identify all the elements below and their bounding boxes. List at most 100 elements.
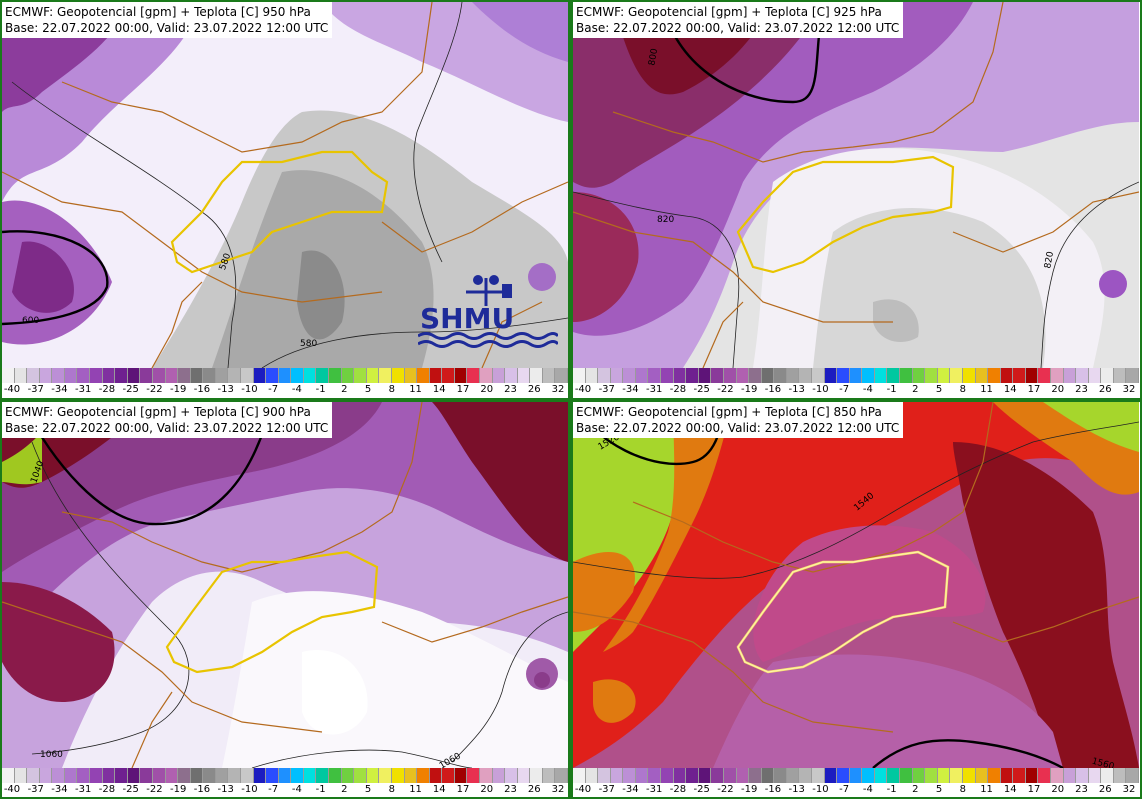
scale-swatch	[228, 368, 241, 383]
scale-swatch	[266, 768, 279, 783]
scale-tick-label: -34	[51, 784, 68, 795]
scale-swatch	[573, 368, 586, 383]
scale-tick-label: -13	[217, 784, 234, 795]
scale-swatch	[988, 368, 1001, 383]
scale-tick-label: 14	[1003, 784, 1017, 795]
scale-tick-label: -31	[646, 384, 663, 395]
scale-swatch	[278, 768, 292, 783]
scale-swatch	[749, 368, 762, 383]
scale-swatch	[404, 368, 418, 383]
scale-tick-label: 20	[480, 384, 494, 395]
scale-tick-label: 20	[1051, 384, 1065, 395]
scale-tick-label: -22	[717, 784, 734, 795]
scale-tick-label: -31	[75, 784, 92, 795]
scale-tick-label: -34	[622, 784, 639, 795]
panel-header: ECMWF: Geopotencial [gpm] + Teplota [C] …	[573, 2, 904, 38]
scale-swatch	[962, 768, 976, 783]
scale-swatch	[52, 368, 65, 383]
scale-swatch	[774, 768, 787, 783]
scale-swatch	[1050, 368, 1064, 383]
scale-swatch	[530, 768, 543, 783]
scale-swatch	[1126, 768, 1140, 783]
scale-tick-label: -4	[291, 784, 302, 795]
scale-swatch	[505, 368, 518, 383]
scale-swatch	[786, 368, 800, 383]
map-925hpa: 820 820 800	[573, 2, 1139, 368]
scale-swatch	[900, 368, 913, 383]
scale-swatch	[303, 368, 317, 383]
scale-tick-label: 32	[551, 384, 565, 395]
scale-swatch	[442, 368, 455, 383]
scale-tick-label: 23	[1075, 384, 1088, 395]
scale-swatch	[862, 768, 875, 783]
scale-swatch	[950, 368, 963, 383]
scale-tick-label: -7	[839, 384, 850, 395]
scale-swatch	[203, 768, 216, 783]
scale-tick-label: -16	[764, 384, 782, 395]
scale-swatch	[102, 768, 116, 783]
scale-swatch	[379, 768, 392, 783]
scale-swatch	[774, 368, 787, 383]
panel-header: ECMWF: Geopotencial [gpm] + Teplota [C] …	[573, 402, 904, 438]
scale-swatch	[635, 368, 649, 383]
scale-swatch	[417, 368, 430, 383]
scale-swatch	[585, 768, 599, 783]
scale-ticks: -40 -37 -34 -31 -28 -25 -22 -19 -16 -13 -10 -7 -4 -1 2…	[573, 784, 1139, 797]
scale-tick-label: 2	[341, 384, 348, 395]
scale-tick-label: -40	[574, 384, 592, 395]
scale-swatch	[610, 368, 624, 383]
scale-swatch	[203, 368, 216, 383]
scale-tick-label: -31	[75, 384, 92, 395]
scale-tick-label: -37	[598, 784, 615, 795]
scale-tick-label: -22	[717, 384, 734, 395]
scale-tick-label: -25	[693, 784, 710, 795]
scale-swatch	[64, 368, 78, 383]
scale-swatch	[686, 768, 699, 783]
scale-swatch	[14, 368, 28, 383]
scale-swatch	[635, 768, 649, 783]
scale-swatch	[1013, 368, 1026, 383]
scale-swatch	[303, 768, 317, 783]
scale-tick-label: -1	[315, 784, 326, 795]
scale-tick-label: -37	[27, 784, 44, 795]
scale-tick-label: -28	[98, 384, 116, 395]
scale-tick-label: 11	[980, 784, 993, 795]
scale-swatch	[761, 368, 775, 383]
scale-swatch	[761, 768, 775, 783]
scale-swatch	[598, 368, 611, 383]
scale-swatch	[1038, 368, 1051, 383]
scale-tick-label: 32	[551, 784, 565, 795]
scale-tick-label: -22	[146, 784, 163, 795]
scale-tick-label: -28	[669, 384, 687, 395]
scale-tick-label: -10	[241, 784, 258, 795]
scale-swatch	[673, 368, 687, 383]
scale-swatch	[165, 768, 179, 783]
scale-tick-label: 17	[1027, 384, 1041, 395]
scale-tick-label: -37	[27, 384, 44, 395]
scale-swatch	[1101, 368, 1114, 383]
scale-swatch	[429, 368, 443, 383]
scale-tick-label: 23	[504, 384, 517, 395]
panel-900hpa: 1040 1060 1060 ECMWF: Geopotencial [gpm]…	[2, 402, 568, 797]
scale-swatch	[27, 368, 40, 383]
scale-swatch	[467, 768, 480, 783]
scale-swatch	[648, 368, 662, 383]
scale-swatch	[661, 368, 674, 383]
scale-swatch	[64, 768, 78, 783]
panel-title: ECMWF: Geopotencial [gpm] + Teplota [C] …	[5, 5, 311, 19]
scale-swatch	[811, 368, 825, 383]
scale-swatches	[573, 768, 1140, 783]
scale-swatches	[2, 368, 568, 383]
scale-tick-label: -19	[170, 784, 187, 795]
scale-tick-label: 26	[1098, 384, 1112, 395]
scale-swatch	[178, 368, 191, 383]
panel-header: ECMWF: Geopotencial [gpm] + Teplota [C] …	[2, 402, 333, 438]
scale-tick-label: 23	[504, 784, 517, 795]
scale-swatch	[492, 768, 506, 783]
scale-swatch	[354, 368, 367, 383]
scale-swatch	[316, 368, 330, 383]
scale-tick-label: 11	[980, 384, 993, 395]
scale-swatch	[341, 368, 355, 383]
scale-swatch	[1038, 768, 1051, 783]
scale-swatch	[454, 768, 468, 783]
